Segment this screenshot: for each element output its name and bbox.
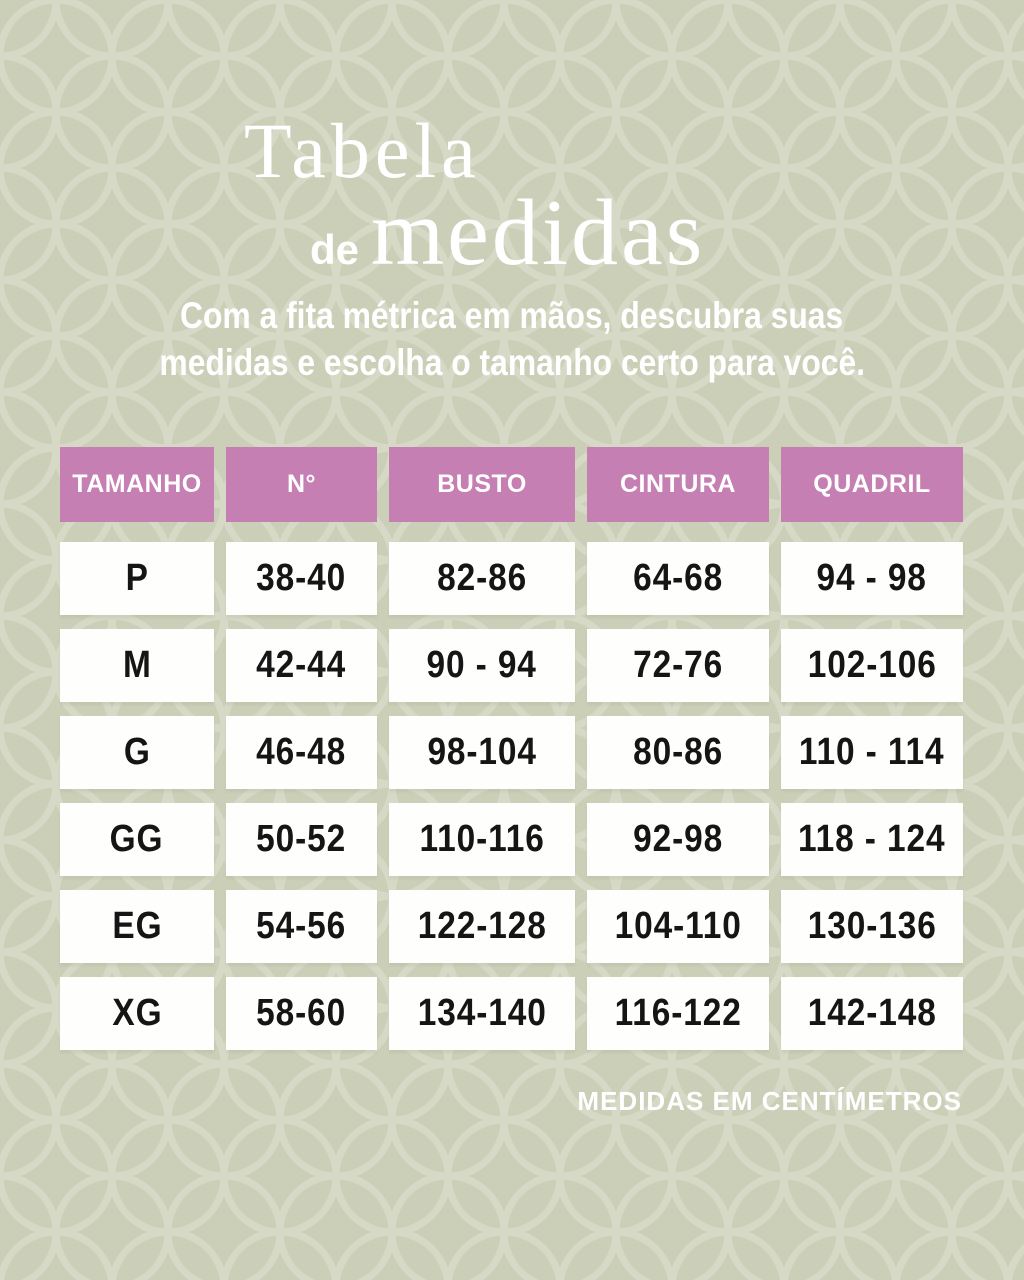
table-row-eg: EG 54-56 122-128 104-110 130-136 [60, 890, 963, 963]
table-row-xg: XG 58-60 134-140 116-122 142-148 [60, 977, 963, 1050]
table-row-m: M 42-44 90 - 94 72-76 102-106 [60, 629, 963, 702]
cintura-cell: 104-110 [587, 890, 769, 963]
subtitle-line-2: medidas e escolha o tamanho certo para v… [159, 342, 865, 383]
size-cell: M [60, 629, 214, 702]
title-line-2: de medidas [310, 186, 705, 280]
table-header-row: TAMANHO N° BUSTO CINTURA QUADRIL [60, 447, 963, 522]
size-cell: G [60, 716, 214, 789]
quadril-cell: 102-106 [781, 629, 963, 702]
header-cell-busto: BUSTO [389, 447, 575, 522]
quadril-cell: 142-148 [781, 977, 963, 1050]
table-row-gg: GG 50-52 110-116 92-98 118 - 124 [60, 803, 963, 876]
cintura-cell: 72-76 [587, 629, 769, 702]
quadril-cell: 110 - 114 [781, 716, 963, 789]
page-title: Tabela de medidas [244, 107, 705, 281]
table-row-p: P 38-40 82-86 64-68 94 - 98 [60, 542, 963, 615]
cintura-cell: 80-86 [587, 716, 769, 789]
header-cell-numero: N° [226, 447, 377, 522]
size-table: TAMANHO N° BUSTO CINTURA QUADRIL P 38-40… [60, 447, 963, 1050]
size-cell: P [60, 542, 214, 615]
title-word-tabela: Tabela [244, 107, 481, 194]
title-word-de: de [310, 226, 360, 273]
units-note: MEDIDAS EM CENTÍMETROS [577, 1086, 962, 1116]
quadril-cell: 130-136 [781, 890, 963, 963]
busto-cell: 110-116 [389, 803, 575, 876]
title-word-medidas: medidas [371, 181, 706, 285]
size-cell: EG [60, 890, 214, 963]
numero-cell: 38-40 [226, 542, 377, 615]
table-row-g: G 46-48 98-104 80-86 110 - 114 [60, 716, 963, 789]
busto-cell: 134-140 [389, 977, 575, 1050]
quadril-cell: 118 - 124 [781, 803, 963, 876]
size-cell: XG [60, 977, 214, 1050]
quadril-cell: 94 - 98 [781, 542, 963, 615]
table-body: P 38-40 82-86 64-68 94 - 98 M 42-44 90 -… [60, 542, 963, 1050]
busto-cell: 90 - 94 [389, 629, 575, 702]
numero-cell: 46-48 [226, 716, 377, 789]
cintura-cell: 92-98 [587, 803, 769, 876]
busto-cell: 98-104 [389, 716, 575, 789]
numero-cell: 50-52 [226, 803, 377, 876]
header-cell-quadril: QUADRIL [781, 447, 963, 522]
size-cell: GG [60, 803, 214, 876]
subtitle-line-1: Com a fita métrica em mãos, descubra sua… [180, 295, 844, 336]
numero-cell: 58-60 [226, 977, 377, 1050]
numero-cell: 42-44 [226, 629, 377, 702]
busto-cell: 82-86 [389, 542, 575, 615]
header-cell-tamanho: TAMANHO [60, 447, 214, 522]
header-cell-cintura: CINTURA [587, 447, 769, 522]
cintura-cell: 64-68 [587, 542, 769, 615]
busto-cell: 122-128 [389, 890, 575, 963]
numero-cell: 54-56 [226, 890, 377, 963]
subtitle: Com a fita métrica em mãos, descubra sua… [0, 292, 1024, 386]
cintura-cell: 116-122 [587, 977, 769, 1050]
